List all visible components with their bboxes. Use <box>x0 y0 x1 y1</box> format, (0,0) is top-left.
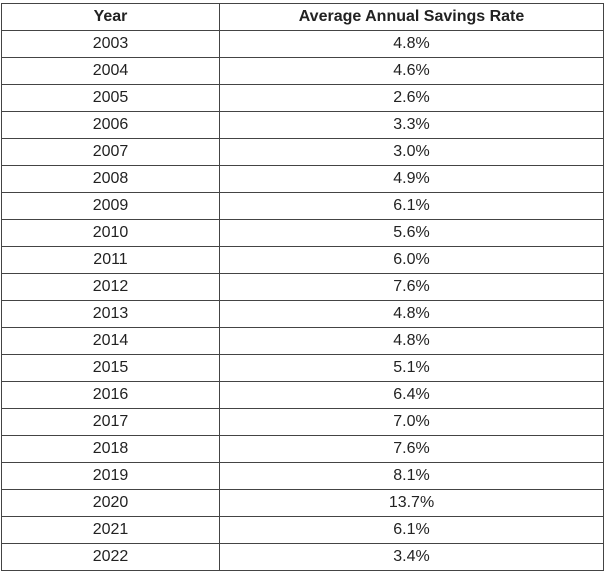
year-column-header: Year <box>1 3 220 31</box>
table-row: 2020 13.7% <box>1 489 604 517</box>
year-cell: 2021 <box>1 516 220 544</box>
savings-rate-table: Year Average Annual Savings Rate 2003 4.8… <box>1 3 604 571</box>
year-cell: 2011 <box>1 246 220 274</box>
year-cell: 2012 <box>1 273 220 301</box>
savings-rate-cell: 6.1% <box>219 192 604 220</box>
savings-rate-cell: 13.7% <box>219 489 604 517</box>
savings-rate-cell: 4.6% <box>219 57 604 85</box>
savings-rate-cell: 2.6% <box>219 84 604 112</box>
savings-rate-cell: 7.6% <box>219 273 604 301</box>
table-row: 2019 8.1% <box>1 462 604 490</box>
table-row: 2012 7.6% <box>1 273 604 301</box>
table-row: 2021 6.1% <box>1 516 604 544</box>
savings-rate-cell: 7.0% <box>219 408 604 436</box>
savings-rate-cell: 4.8% <box>219 300 604 328</box>
savings-rate-cell: 3.4% <box>219 543 604 571</box>
year-cell: 2004 <box>1 57 220 85</box>
year-cell: 2007 <box>1 138 220 166</box>
year-cell: 2014 <box>1 327 220 355</box>
table-row: 2003 4.8% <box>1 30 604 58</box>
year-cell: 2018 <box>1 435 220 463</box>
savings-rate-cell: 5.6% <box>219 219 604 247</box>
table-row: 2013 4.8% <box>1 300 604 328</box>
year-cell: 2009 <box>1 192 220 220</box>
year-cell: 2005 <box>1 84 220 112</box>
rate-column-header: Average Annual Savings Rate <box>219 3 604 31</box>
table-row: 2016 6.4% <box>1 381 604 409</box>
year-cell: 2006 <box>1 111 220 139</box>
savings-rate-cell: 6.0% <box>219 246 604 274</box>
table-row: 2004 4.6% <box>1 57 604 85</box>
table-row: 2009 6.1% <box>1 192 604 220</box>
year-cell: 2015 <box>1 354 220 382</box>
table-row: 2008 4.9% <box>1 165 604 193</box>
savings-rate-cell: 4.9% <box>219 165 604 193</box>
year-cell: 2013 <box>1 300 220 328</box>
table-row: 2007 3.0% <box>1 138 604 166</box>
year-cell: 2003 <box>1 30 220 58</box>
savings-rate-cell: 6.1% <box>219 516 604 544</box>
table-row: 2006 3.3% <box>1 111 604 139</box>
savings-rate-cell: 4.8% <box>219 327 604 355</box>
table-header-row: Year Average Annual Savings Rate <box>1 3 604 31</box>
table-row: 2015 5.1% <box>1 354 604 382</box>
table-row: 2005 2.6% <box>1 84 604 112</box>
table-row: 2014 4.8% <box>1 327 604 355</box>
savings-rate-cell: 3.0% <box>219 138 604 166</box>
table-body: 2003 4.8% 2004 4.6% 2005 2.6% 2006 3.3% 2007 3.0%… <box>1 30 604 571</box>
savings-rate-cell: 3.3% <box>219 111 604 139</box>
year-cell: 2019 <box>1 462 220 490</box>
year-cell: 2017 <box>1 408 220 436</box>
table-row: 2011 6.0% <box>1 246 604 274</box>
year-cell: 2016 <box>1 381 220 409</box>
savings-rate-cell: 5.1% <box>219 354 604 382</box>
table-row: 2017 7.0% <box>1 408 604 436</box>
year-cell: 2008 <box>1 165 220 193</box>
year-cell: 2010 <box>1 219 220 247</box>
year-cell: 2020 <box>1 489 220 517</box>
table-row: 2010 5.6% <box>1 219 604 247</box>
savings-rate-cell: 6.4% <box>219 381 604 409</box>
savings-rate-cell: 8.1% <box>219 462 604 490</box>
savings-rate-cell: 4.8% <box>219 30 604 58</box>
savings-rate-cell: 7.6% <box>219 435 604 463</box>
table-row: 2022 3.4% <box>1 543 604 571</box>
year-cell: 2022 <box>1 543 220 571</box>
table-row: 2018 7.6% <box>1 435 604 463</box>
